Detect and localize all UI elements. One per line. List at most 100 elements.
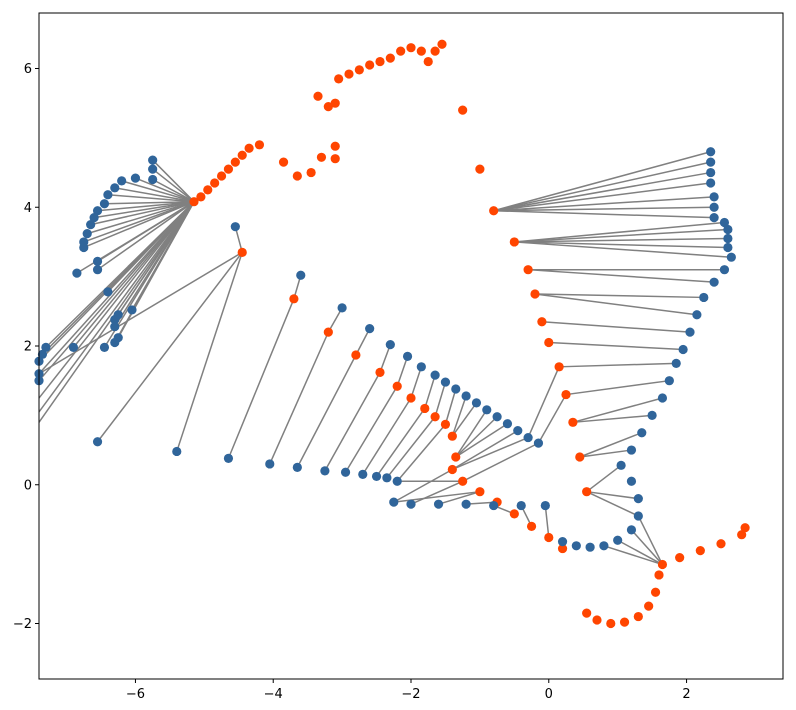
scatter-point-blue [706,147,716,157]
connection-line [586,491,639,517]
scatter-point-orange [458,476,468,486]
scatter-point-blue [719,217,730,228]
scatter-point-orange [582,487,592,497]
connection-line [534,293,704,299]
scatter-point-blue [292,462,302,473]
connection-line [493,206,715,212]
scatter-point-blue [709,192,719,202]
x-tick-label: 2 [682,687,690,702]
scatter-point-orange [716,539,726,549]
connection-line [362,397,412,475]
connection-line [565,379,670,396]
connection-line [438,490,481,505]
scatter-point-blue [416,362,426,372]
scatter-point-orange [526,521,537,531]
scatter-point-orange [740,523,750,533]
scatter-point-orange [537,317,547,327]
scatter-point-orange [423,56,433,67]
scatter-point-orange [330,154,340,164]
scatter-point-blue [692,310,702,320]
connection-line [83,201,195,249]
connection-line [393,490,480,503]
scatter-point-orange [447,431,457,441]
scatter-point-orange [544,532,554,543]
scatter-point-orange [237,247,247,257]
scatter-point-orange [530,289,540,299]
connection-line [586,464,622,493]
scatter-point-orange [489,206,499,216]
scatter-point-blue [482,405,492,415]
scatter-point-blue [92,265,103,275]
connection-line [83,200,195,243]
scatter-point-orange [633,611,643,622]
scatter-point-blue [103,287,113,297]
scatter-point-orange [420,403,430,414]
scatter-point-blue [92,206,103,216]
scatter-point-blue [103,190,113,200]
scatter-point-blue [148,174,158,185]
connection-line [548,341,684,351]
connection-line [514,241,728,249]
scatter-point-blue [664,376,674,386]
scatter-point-blue [82,229,92,239]
scatter-point-orange [396,46,406,56]
connection-line [176,252,243,452]
x-tick-label: 0 [545,687,553,702]
scatter-point-blue [430,370,440,380]
connection-line [493,161,711,212]
scatter-point-blue [110,183,120,193]
scatter-point-blue [516,500,526,511]
connection-line [103,201,195,348]
scatter-point-orange [344,69,354,79]
scatter-point-orange [323,327,333,337]
scatter-point-blue [685,327,695,337]
connection-line [572,414,653,424]
connection-line [579,449,632,458]
connection-line [152,168,195,203]
scatter-point-blue [392,476,402,486]
scatter-point-blue [599,541,609,551]
scatter-point-blue [709,202,719,212]
connection-line [541,320,691,333]
scatter-point-blue [440,377,451,387]
scatter-point-blue [616,460,626,470]
connection-line [544,505,550,538]
scatter-point-orange [557,543,568,554]
scatter-point-blue [585,542,595,552]
scatter-point-orange [406,43,416,53]
scatter-point-orange [657,559,668,570]
scatter-point-blue [99,199,110,209]
connection-line [455,416,498,458]
connection-line [452,436,529,471]
scatter-point-orange [430,412,440,422]
connection-line [379,344,392,373]
scatter-point-orange [695,546,705,556]
scatter-point-orange [230,157,240,167]
scatter-point-orange [737,530,747,540]
scatter-point-orange [509,237,519,247]
scatter-point-blue [127,305,137,315]
scatter-point-blue [523,432,533,443]
connection-line [493,182,711,212]
connection-line [462,442,539,482]
x-tick-label: −2 [401,687,420,702]
connection-line [617,539,663,566]
scatter-point-orange [210,178,220,188]
scatter-point-orange [582,608,592,618]
connection-line [121,180,195,203]
scatter-point-orange [196,192,206,202]
scatter-point-blue [172,446,182,457]
scatter-point-blue [647,410,657,420]
y-tick-label: −2 [13,617,32,632]
scatter-point-orange [451,452,461,462]
connection-line [97,201,195,271]
scatter-point-blue [626,445,637,455]
scatter-point-blue [633,494,643,504]
scatter-point-orange [575,452,585,462]
x-tick-label: −4 [264,687,283,702]
scatter-point-blue [633,511,643,521]
scatter-point-blue [709,213,719,223]
connection-line [90,200,195,226]
scatter-point-blue [626,476,637,486]
scatter-point-blue [637,428,647,438]
